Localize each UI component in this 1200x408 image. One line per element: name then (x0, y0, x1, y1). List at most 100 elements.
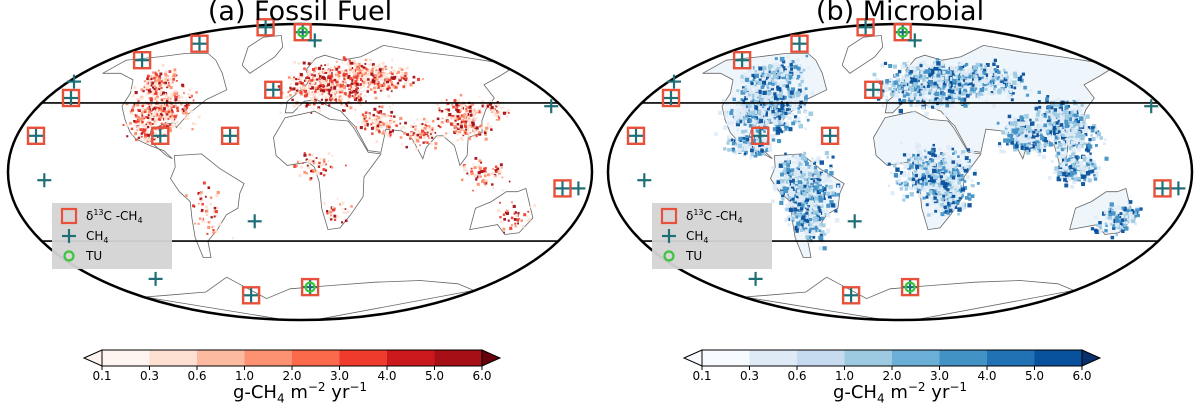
colorbar-tick-label: 2.0 (282, 369, 301, 383)
colorbar-label: g-CH4 m−2 yr−1 (232, 380, 368, 406)
d13c-site-marker (661, 88, 681, 108)
colorbar-tick-label: 1.0 (235, 369, 254, 383)
ch4-site-marker (223, 128, 238, 143)
colorbar-bin (387, 350, 435, 366)
emission-field (714, 54, 1143, 251)
ch4-site-marker (258, 20, 273, 35)
colorbar-tick-label: 0.3 (140, 369, 159, 383)
ch4-site-marker (153, 128, 168, 143)
colorbar-bin (797, 350, 845, 366)
panel-title: (a) Fossil Fuel (207, 0, 393, 27)
ch4-site-marker (1155, 181, 1170, 196)
d13c-site-marker (1153, 179, 1172, 198)
ch4-site-marker (823, 128, 838, 143)
d13c-site-marker (893, 23, 912, 42)
d13c-site-marker (190, 34, 209, 53)
d13c-site-marker (61, 88, 81, 108)
legend-label: TU (85, 249, 102, 263)
colorbar-tick-label: 0.1 (692, 369, 711, 383)
colorbar-bin (197, 350, 245, 366)
tu-site-marker (897, 26, 909, 38)
legend-label: δ13C -CH4 (686, 208, 743, 225)
ch4-site-marker (307, 33, 322, 48)
colorbar-bin (844, 350, 893, 366)
ch4-site-marker (555, 181, 570, 196)
colorbar-bin (149, 350, 198, 366)
d13c-site-marker (26, 126, 46, 146)
legend-marker-plus (662, 229, 676, 243)
map-microbial: δ13C -CH4 CH4 TU 0.1 0.3 0.6 1.0 2.0 3.0 4.0 5.0 6.… (606, 18, 1194, 383)
d13c-site-marker (256, 18, 275, 37)
colorbar-tick-label: 3.0 (930, 369, 949, 383)
d13c-site-marker (241, 286, 261, 305)
ch4-site-marker (544, 99, 559, 114)
colorbar-extend-low (682, 349, 703, 367)
colorbar-bin (987, 350, 1035, 366)
legend: δ13C -CH4 CH4 TU (652, 203, 772, 269)
colorbar-tick-label: 6.0 (472, 369, 491, 383)
colorbar: 0.1 0.3 0.6 1.0 2.0 3.0 4.0 5.0 6.0 (82, 349, 502, 383)
tu-site-marker (304, 281, 316, 293)
legend-marker-circle (63, 250, 75, 262)
ch4-site-marker (135, 53, 150, 68)
ch4-site-marker (266, 82, 281, 97)
ch4-site-marker (667, 74, 681, 89)
ch4-site-marker (244, 288, 259, 303)
colorbar-bin (939, 350, 988, 366)
d13c-site-marker (151, 126, 170, 146)
map-area (608, 24, 1192, 320)
ch4-site-marker (858, 20, 873, 35)
land-antarctica (144, 276, 476, 320)
d13c-site-marker (841, 286, 861, 305)
ch4-site-marker (844, 288, 859, 303)
colorbar-bin (702, 350, 750, 366)
ch4-site-marker (148, 271, 163, 286)
ch4-site-marker (748, 271, 763, 286)
colorbar: 0.1 0.3 0.6 1.0 2.0 3.0 4.0 5.0 6.0 (682, 349, 1102, 383)
land-greenland (841, 35, 884, 74)
tu-site-marker (904, 281, 916, 293)
colorbar-bin (434, 350, 483, 366)
colorbar-tick-label: 5.0 (1025, 369, 1044, 383)
d13c-site-marker (790, 34, 809, 53)
legend-label: CH4 (86, 229, 109, 245)
ch4-site-marker (247, 214, 262, 229)
colorbar-bin (292, 350, 340, 366)
panel-fossil-fuel: δ13C -CH4 CH4 TU 0.1 0.3 0.6 1.0 2.0 3.0 4.0 5.0 6.… (6, 0, 594, 406)
colorbar-tick-label: 6.0 (1072, 369, 1091, 383)
ch4-site-marker (637, 173, 652, 188)
ch4-site-marker (847, 214, 862, 229)
emission-field (122, 56, 537, 240)
legend-marker-square (60, 207, 78, 225)
ch4-site-marker (64, 91, 78, 105)
colorbar-tick-label: 4.0 (977, 369, 996, 383)
panel-title: (b) Microbial (815, 0, 985, 27)
ch4-site-marker (571, 181, 586, 196)
ch4-site-marker (29, 128, 43, 143)
d13c-site-marker (264, 80, 283, 100)
colorbar-tick-label: 0.3 (740, 369, 759, 383)
d13c-site-marker (132, 51, 152, 70)
colorbar-bin (102, 350, 150, 366)
colorbar-bin (339, 350, 388, 366)
legend-label: δ13C -CH4 (86, 208, 143, 225)
ch4-site-marker (907, 33, 922, 48)
ch4-site-marker (67, 74, 81, 89)
colorbar-bin (892, 350, 940, 366)
colorbar-extend-high (1081, 349, 1102, 367)
ch4-site-marker (192, 36, 207, 51)
legend-label: CH4 (686, 229, 709, 245)
legend-marker-square (660, 207, 678, 225)
legend-marker-circle (663, 250, 675, 262)
colorbar-bin (1034, 350, 1083, 366)
observation-sites (26, 18, 586, 305)
ch4-site-marker (1171, 181, 1186, 196)
d13c-site-marker (864, 80, 883, 100)
panel-microbial: δ13C -CH4 CH4 TU 0.1 0.3 0.6 1.0 2.0 3.0 4.0 5.0 6.… (600, 0, 1200, 408)
colorbar-label: g-CH4 m−2 yr−1 (832, 380, 968, 406)
map-fossil-fuel: δ13C -CH4 CH4 TU 0.1 0.3 0.6 1.0 2.0 3.0 4.0 5.0 6.… (6, 18, 594, 383)
d13c-site-marker (300, 277, 320, 297)
d13c-site-marker (900, 277, 920, 297)
observation-sites (626, 18, 1186, 305)
colorbar-tick-label: 4.0 (377, 369, 396, 383)
